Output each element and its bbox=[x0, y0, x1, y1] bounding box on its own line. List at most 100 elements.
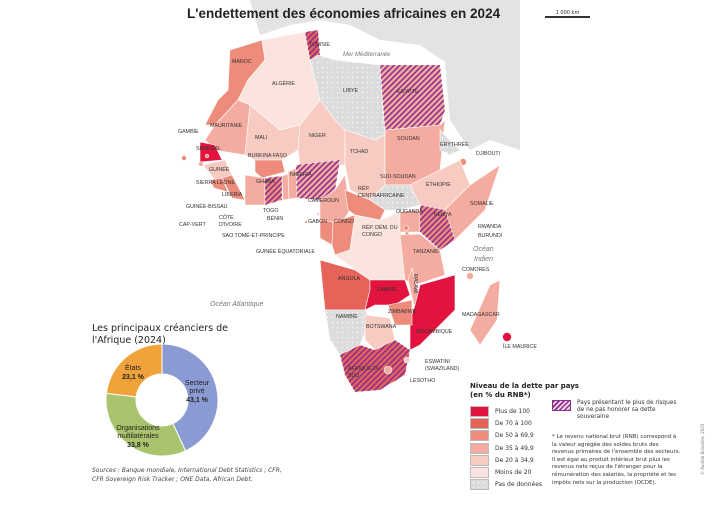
risk-hatch bbox=[265, 176, 282, 205]
legend: Niveau de la dette par pays (en % du RNB… bbox=[470, 382, 579, 491]
country-rwanda bbox=[403, 225, 409, 231]
country-label: D'IVOIRE bbox=[219, 222, 242, 228]
country-label: TOGO bbox=[263, 208, 279, 214]
page-title: L'endettement des économies africaines e… bbox=[187, 6, 501, 21]
country-lesotho bbox=[383, 365, 393, 375]
country-label: TCHAD bbox=[350, 149, 368, 155]
donut-label: Secteur bbox=[185, 380, 210, 387]
country-somalie bbox=[444, 164, 501, 241]
country-label: SUD-SOUDAN bbox=[380, 174, 416, 180]
country-label: SÉNÉGAL bbox=[196, 145, 221, 152]
country-label: BÉNIN bbox=[267, 215, 283, 222]
country-label: ÉTHIOPIE bbox=[426, 181, 451, 188]
country-label: AFRIQUE DU bbox=[348, 366, 381, 372]
country-label: GABON bbox=[308, 219, 327, 225]
donut-value-label: 43,1 % bbox=[186, 397, 209, 404]
country-label: MALI bbox=[255, 135, 267, 141]
legend-item: Moins de 20 bbox=[470, 466, 579, 479]
country-mozambique bbox=[409, 274, 456, 351]
country-label: TANZANIE bbox=[413, 249, 439, 255]
country-label: CAP-VERT bbox=[179, 222, 206, 228]
legend-swatch bbox=[470, 442, 489, 454]
donut-value-label: 33,8 % bbox=[127, 442, 150, 449]
donut-label: Organisations bbox=[116, 425, 160, 432]
donut-slice-secteur-prive bbox=[161, 343, 219, 452]
country-label: COMORES bbox=[462, 267, 490, 273]
country-label: GHANA bbox=[256, 179, 275, 185]
risk-hatch bbox=[305, 30, 320, 60]
country-label: ALGÉRIE bbox=[272, 80, 295, 87]
country-label: SUD bbox=[348, 373, 359, 379]
donut-label: privé bbox=[189, 388, 204, 395]
sea-labels: Mer Méditerranée Océan Atlantique Océan … bbox=[210, 52, 494, 308]
legend-swatch bbox=[470, 454, 489, 466]
risk-hatch bbox=[340, 340, 410, 392]
legend-label: Pas de données bbox=[495, 481, 543, 489]
country-label: NIGER bbox=[309, 133, 326, 139]
country-label: GAMBIE bbox=[178, 129, 199, 135]
surrounding-land bbox=[250, 0, 520, 150]
legend-label: De 35 à 49,9 bbox=[495, 444, 534, 452]
sea-label-indian-2: Indien bbox=[474, 256, 493, 263]
country-label: ESWATINI bbox=[425, 359, 450, 365]
country-sao-tome-et-principe bbox=[304, 220, 308, 224]
donut-slice-organisations-multilaterales bbox=[105, 392, 187, 457]
legend-swatch bbox=[470, 479, 489, 491]
legend-item: Plus de 100 bbox=[470, 405, 579, 417]
country-label: MALAWI bbox=[412, 274, 418, 294]
country-comores bbox=[466, 272, 474, 280]
donut-value-label: 23,1 % bbox=[122, 374, 145, 381]
country-guinee-equatoriale bbox=[316, 212, 320, 216]
scale-bar: 1 000 km bbox=[545, 10, 590, 18]
risk-hatch bbox=[380, 65, 445, 130]
legend-swatch bbox=[470, 467, 489, 479]
country-label: NAMIBIE bbox=[336, 314, 358, 320]
country-label: RWANDA bbox=[478, 224, 502, 230]
footnote: * Le revenu national brut (RNB) correspo… bbox=[552, 434, 681, 486]
country-malawi bbox=[407, 266, 421, 306]
country-ile-maurice bbox=[502, 332, 512, 342]
credit: © Aurélie Boissière, 2025 bbox=[700, 423, 705, 475]
country-label: ZIMBABWE bbox=[388, 309, 417, 315]
sea-label-mediterranean: Mer Méditerranée bbox=[343, 52, 391, 58]
country-label: SOUDAN bbox=[397, 136, 420, 142]
country-label: LIBERIA bbox=[222, 192, 243, 198]
legend-subtitle: (en % du RNB*) bbox=[470, 391, 531, 399]
country-label: ÉRYTHRÉE bbox=[440, 141, 469, 148]
legend-label: Plus de 100 bbox=[495, 407, 530, 415]
country-label: CENTRAFRICAINE bbox=[358, 193, 405, 199]
country-label: MAROC bbox=[232, 59, 252, 65]
country-label: MOZAMBIQUE bbox=[416, 329, 453, 335]
country-label: OUGANDA bbox=[396, 209, 423, 215]
country-label: TUNISIE bbox=[309, 42, 330, 48]
donut-label: multilatérales bbox=[117, 433, 159, 440]
country-label: BOTSWANA bbox=[366, 324, 397, 330]
legend-label: Moins de 20 bbox=[495, 469, 532, 477]
country-zimbabwe bbox=[387, 299, 413, 326]
country-label: GUINÉE-BISSAU bbox=[186, 203, 228, 210]
country-label: KENYA bbox=[434, 212, 452, 218]
country-cap-vert bbox=[181, 155, 187, 161]
donut-title: Les principaux créanciers de l'Afrique (… bbox=[92, 323, 228, 346]
risk-hatch bbox=[296, 160, 340, 200]
country-label: DJIBOUTI bbox=[476, 151, 500, 157]
sea-label-atlantic: Océan Atlantique bbox=[210, 301, 264, 308]
country-label: LESOTHO bbox=[410, 378, 435, 384]
country-label: ZAMBIE bbox=[377, 287, 397, 293]
legend-risk-label: Pays présentant le plus de risques de ne… bbox=[577, 400, 677, 420]
country-label: GUINÉE bbox=[209, 166, 230, 173]
country-label: CONGO bbox=[362, 232, 382, 238]
country-label: ÉGYPTE bbox=[397, 88, 419, 95]
country-label: NIGERIA bbox=[290, 172, 312, 178]
risk-hatch bbox=[420, 205, 455, 250]
country-label: CONGO bbox=[334, 219, 354, 225]
country-label: LIBYE bbox=[343, 88, 358, 94]
legend-label: De 50 à 69,9 bbox=[495, 432, 534, 440]
legend-swatch bbox=[470, 430, 489, 442]
legend-label: De 20 à 34,9 bbox=[495, 456, 534, 464]
sea-label-indian-1: Océan bbox=[473, 246, 494, 253]
country-label: MAURITANIE bbox=[210, 123, 243, 129]
legend-label: De 70 à 100 bbox=[495, 419, 532, 427]
